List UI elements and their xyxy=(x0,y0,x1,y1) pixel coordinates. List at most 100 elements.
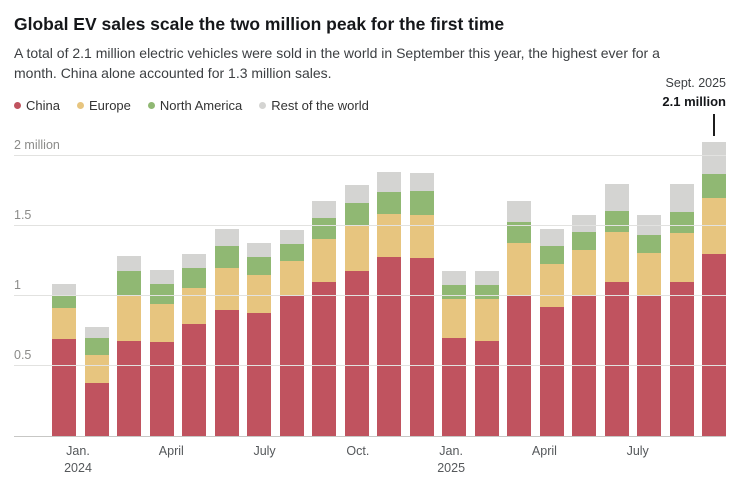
legend-label: Rest of the world xyxy=(271,98,369,114)
bar-segment-china xyxy=(344,270,369,436)
bar-segment-china xyxy=(604,281,629,436)
bar-sep-2025 xyxy=(702,141,726,436)
bar-segment-rest-of-the-world xyxy=(247,242,271,257)
bar-segment-north-america xyxy=(149,283,174,304)
x-slot-nov-2024 xyxy=(377,443,401,477)
x-tick-label: Oct. xyxy=(346,443,370,458)
bar-segment-rest-of-the-world xyxy=(539,228,564,246)
bar-segment-north-america xyxy=(377,191,401,214)
bar-jan-2024 xyxy=(52,283,76,436)
bar-segment-europe xyxy=(409,214,434,258)
x-slot-sep-2024 xyxy=(315,443,339,477)
x-slot-oct-2024: Oct. xyxy=(346,443,370,477)
bar-segment-china xyxy=(474,340,499,436)
bar-mar-2025 xyxy=(507,200,531,436)
bar-may-2025 xyxy=(572,214,596,436)
bar-dec-2024 xyxy=(409,172,434,436)
bar-nov-2024 xyxy=(377,171,401,436)
bar-segment-north-america xyxy=(572,231,596,250)
bar-segment-europe xyxy=(669,232,694,282)
y-tick-label: 2 million xyxy=(14,137,60,152)
x-slot-jan-2024: Jan. 2024 xyxy=(64,443,92,477)
bar-segment-rest-of-the-world xyxy=(702,141,726,174)
bar-segment-rest-of-the-world xyxy=(214,228,239,246)
bar-segment-rest-of-the-world xyxy=(117,255,141,271)
bar-segment-europe xyxy=(442,298,466,338)
x-tick-label: Jan. 2025 xyxy=(437,443,466,475)
bar-segment-europe xyxy=(637,252,661,296)
x-slot-jun-2025 xyxy=(595,443,619,477)
x-slot-aug-2024 xyxy=(284,443,308,477)
y-tick-label: 1.5 xyxy=(14,207,32,222)
bar-segment-north-america xyxy=(702,173,726,198)
bar-jan-2025 xyxy=(442,270,466,436)
x-slot-dec-2024 xyxy=(408,443,432,477)
peak-annotation-pointer-line xyxy=(713,113,715,136)
x-slot-jul-2025: July xyxy=(626,443,650,477)
bar-sep-2024 xyxy=(312,200,336,436)
bar-segment-europe xyxy=(52,307,76,339)
bar-segment-north-america xyxy=(344,202,369,225)
bar-jun-2024 xyxy=(214,228,239,436)
gridline-0.5 xyxy=(14,364,726,366)
bar-segment-rest-of-the-world xyxy=(442,270,466,285)
bar-segment-north-america xyxy=(637,234,661,253)
bar-segment-north-america xyxy=(182,267,206,288)
bar-segment-rest-of-the-world xyxy=(604,183,629,211)
bar-jul-2024 xyxy=(247,242,271,436)
x-slot-mar-2025 xyxy=(501,443,525,477)
bar-segment-north-america xyxy=(117,270,141,295)
bar-segment-china xyxy=(637,295,661,436)
legend-item-europe: Europe xyxy=(76,98,131,113)
bar-feb-2024 xyxy=(84,326,109,436)
bar-segment-north-america xyxy=(442,284,466,299)
bar-segment-europe xyxy=(214,267,239,310)
bar-segment-china xyxy=(702,253,726,436)
bar-segment-china xyxy=(52,338,76,436)
bar-segment-rest-of-the-world xyxy=(312,200,336,218)
x-slot-apr-2024: April xyxy=(159,443,184,477)
bar-segment-north-america xyxy=(247,256,271,275)
bar-segment-north-america xyxy=(539,245,564,264)
bar-segment-rest-of-the-world xyxy=(279,229,304,244)
chart-legend: China Europe North America Rest of the worl… xyxy=(14,98,726,114)
x-slot-aug-2025 xyxy=(657,443,681,477)
bar-segment-europe xyxy=(377,213,401,257)
bar-segment-rest-of-the-world xyxy=(572,214,596,232)
bar-may-2024 xyxy=(182,253,206,436)
bar-oct-2024 xyxy=(344,184,369,436)
y-tick-label: 0.5 xyxy=(14,347,32,362)
bar-segment-north-america xyxy=(312,217,336,239)
bar-segment-europe xyxy=(312,238,336,282)
bar-segment-china xyxy=(182,323,206,436)
bar-segment-europe xyxy=(702,197,726,254)
bar-segment-china xyxy=(117,340,141,436)
bar-segment-rest-of-the-world xyxy=(149,269,174,284)
legend-item-rest-of-the-world: Rest of the world xyxy=(259,98,369,113)
bar-segment-rest-of-the-world xyxy=(409,172,434,191)
bar-aug-2024 xyxy=(279,229,304,436)
bar-segment-china xyxy=(149,341,174,436)
bar-segment-north-america xyxy=(507,221,531,243)
bar-mar-2024 xyxy=(117,255,141,436)
stacked-bar-chart: 0.5 1 1.5 2 million xyxy=(14,138,726,437)
bar-segment-rest-of-the-world xyxy=(377,171,401,192)
x-slot-jul-2024: July xyxy=(253,443,277,477)
bar-segment-rest-of-the-world xyxy=(669,183,694,212)
legend-item-china: China xyxy=(14,98,60,113)
x-slot-may-2024 xyxy=(190,443,214,477)
bar-segment-china xyxy=(279,295,304,436)
x-slot-mar-2024 xyxy=(128,443,152,477)
bar-segment-europe xyxy=(344,224,369,271)
bar-segment-china xyxy=(442,337,466,436)
bar-segment-rest-of-the-world xyxy=(474,270,499,285)
bar-segment-europe xyxy=(604,231,629,282)
bar-segment-europe xyxy=(182,287,206,324)
gridline-2 xyxy=(14,154,726,156)
legend-dot-china xyxy=(14,102,21,110)
bar-segment-europe xyxy=(474,298,499,341)
bar-segment-europe xyxy=(507,242,531,296)
x-slot-apr-2025: April xyxy=(532,443,557,477)
bar-segment-europe xyxy=(149,303,174,342)
bar-jul-2025 xyxy=(637,214,661,436)
